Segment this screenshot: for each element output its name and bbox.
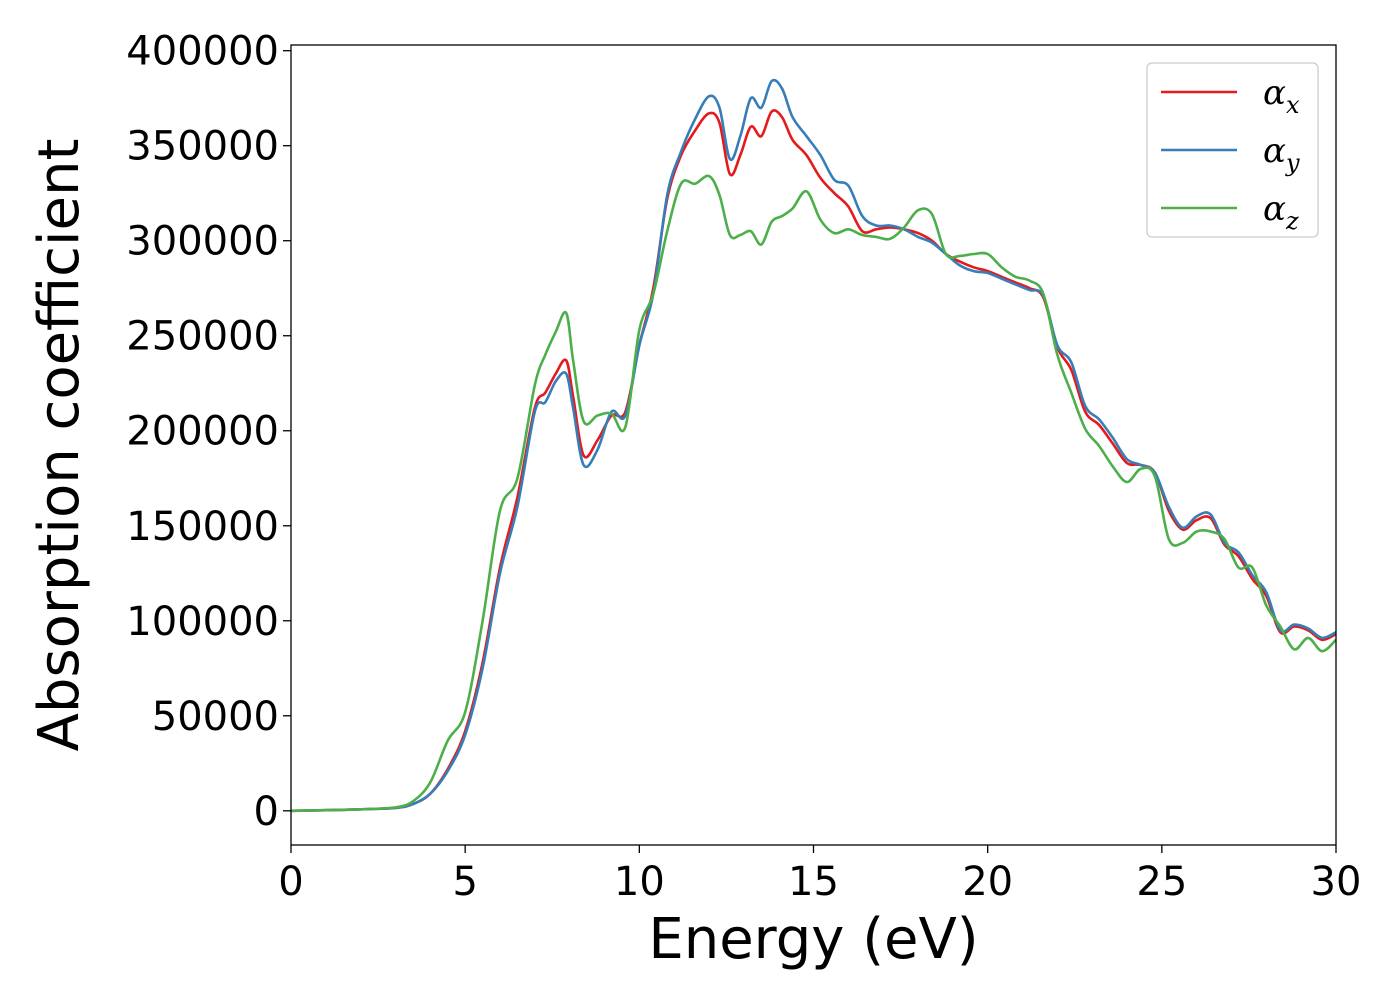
x-tick-label: 0 bbox=[278, 859, 303, 905]
x-tick-label: 20 bbox=[962, 859, 1013, 905]
y-axis-title: Absorption coefficient bbox=[27, 139, 92, 752]
y-tick-label: 250000 bbox=[126, 314, 279, 360]
legend-label-x: αx bbox=[1263, 73, 1300, 119]
y-tick-label: 100000 bbox=[126, 599, 279, 645]
legend-label-z: αz bbox=[1263, 189, 1299, 235]
x-tick-label: 5 bbox=[452, 859, 477, 905]
x-tick-label: 25 bbox=[1136, 859, 1187, 905]
x-tick-label: 10 bbox=[614, 859, 665, 905]
series-layer bbox=[291, 78, 1336, 813]
series-line-y bbox=[291, 78, 1336, 813]
y-tick-label: 150000 bbox=[126, 504, 279, 550]
series-line-x bbox=[291, 109, 1336, 813]
y-tick-label: 200000 bbox=[126, 409, 279, 455]
y-tick-label: 400000 bbox=[126, 29, 279, 75]
legend: αx αy αz bbox=[1146, 62, 1319, 238]
y-axis: 0 50000 100000 150000 200000 250000 300000 3500… bbox=[126, 29, 291, 835]
x-tick-label: 30 bbox=[1311, 859, 1362, 905]
y-tick-label: 0 bbox=[254, 789, 279, 835]
legend-label-y: αy bbox=[1263, 131, 1300, 177]
x-tick-label: 15 bbox=[788, 859, 839, 905]
y-tick-label: 350000 bbox=[126, 124, 279, 170]
series-line-z bbox=[291, 174, 1336, 813]
y-tick-label: 50000 bbox=[152, 694, 279, 740]
x-axis: 0 5 10 15 20 25 30 bbox=[278, 845, 1361, 905]
y-tick-label: 300000 bbox=[126, 219, 279, 265]
x-axis-title: Energy (eV) bbox=[648, 907, 978, 972]
